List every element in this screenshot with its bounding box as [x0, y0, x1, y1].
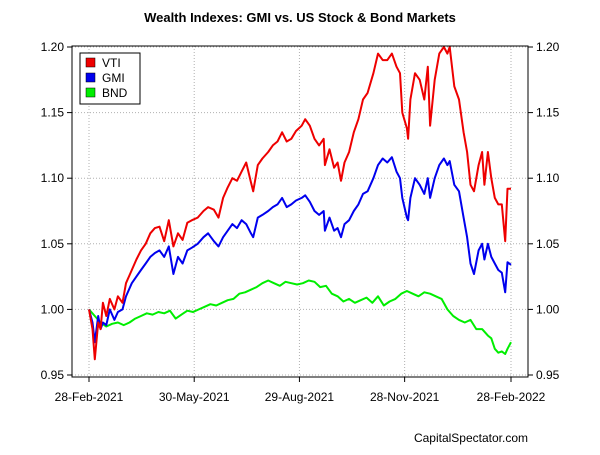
- y-tick-label-right: 0.95: [536, 368, 560, 382]
- x-tick-label: 30-May-2021: [159, 390, 230, 404]
- y-tick-label-right: 1.15: [536, 106, 560, 120]
- axes: 0.95 0.95 1.00 1.00 1.05 1.05 1.10 1.10 1.15 1.15…: [41, 40, 560, 404]
- y-tick-label-left: 1.10: [41, 171, 65, 185]
- legend-swatch-bnd: [85, 87, 96, 98]
- y-tick-label-left: 0.95: [41, 368, 65, 382]
- y-tick-label-right: 1.05: [536, 237, 560, 251]
- legend-swatch-vti: [85, 57, 96, 68]
- y-tick-label-right: 1.10: [536, 171, 560, 185]
- y-tick-label-left: 1.20: [41, 40, 65, 54]
- x-tick-label: 29-Aug-2021: [265, 390, 335, 404]
- chart-title: Wealth Indexes: GMI vs. US Stock & Bond …: [144, 10, 456, 25]
- series-line-bnd: [88, 279, 512, 355]
- legend-label-bnd: BND: [102, 86, 128, 100]
- y-tick-label-left: 1.05: [41, 237, 65, 251]
- series-lines: [88, 46, 512, 361]
- legend-label-vti: VTI: [102, 56, 121, 70]
- legend-label-gmi: GMI: [102, 71, 125, 85]
- source-credit: CapitalSpectator.com: [414, 431, 528, 445]
- y-tick-label-right: 1.00: [536, 302, 560, 316]
- series-line-gmi: [88, 156, 512, 344]
- plot-frame: [71, 45, 529, 378]
- y-tick-label-left: 1.15: [41, 106, 65, 120]
- x-tick-label: 28-Feb-2021: [55, 390, 124, 404]
- x-tick-label: 28-Nov-2021: [370, 390, 440, 404]
- x-tick-label: 28-Feb-2022: [477, 390, 546, 404]
- legend-swatch-gmi: [85, 72, 96, 83]
- y-tick-label-left: 1.00: [41, 302, 65, 316]
- y-tick-label-right: 1.20: [536, 40, 560, 54]
- series-line-vti: [88, 46, 511, 361]
